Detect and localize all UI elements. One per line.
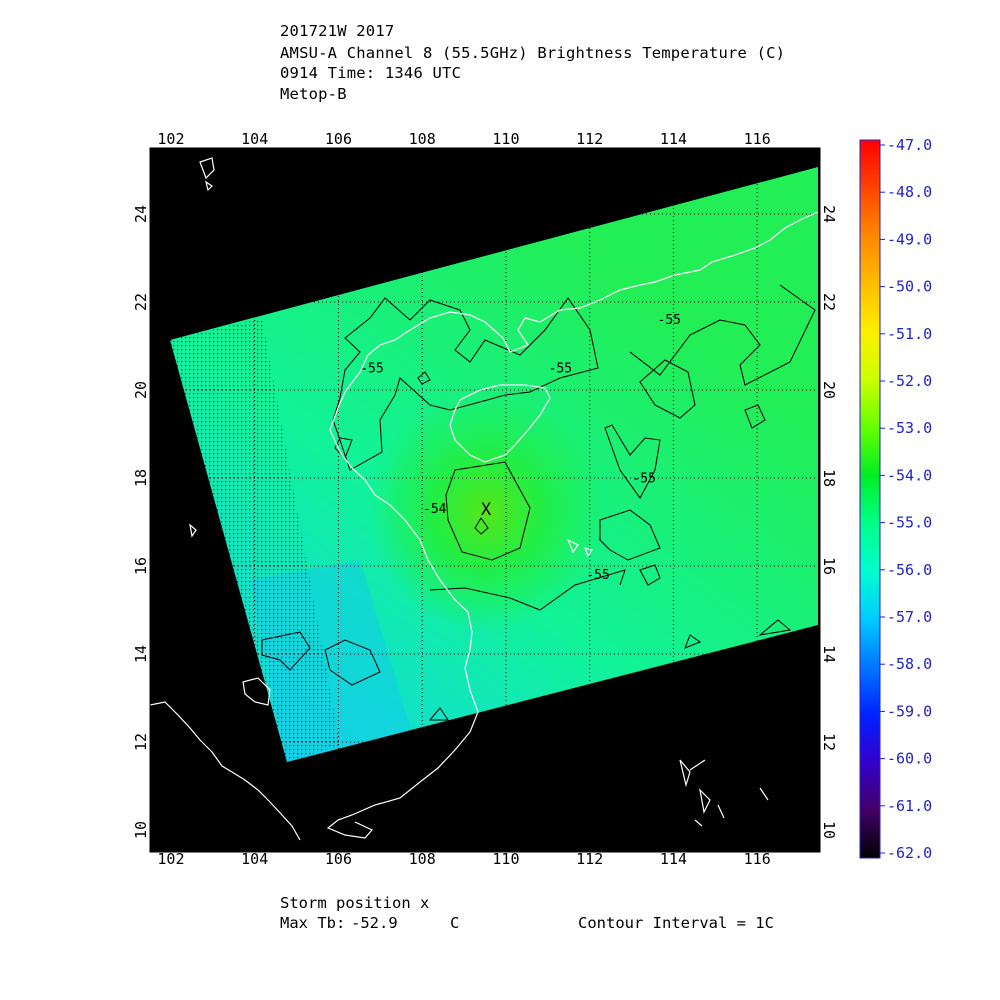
max-tb-label: Max Tb: <box>280 914 346 932</box>
lat-tick-label-right: 12 <box>820 733 838 751</box>
lon-tick-label-top: 110 <box>492 130 519 148</box>
colorbar-label: -49.0 <box>887 230 932 248</box>
contour-line <box>417 371 431 385</box>
lat-tick-label-right: 16 <box>820 557 838 575</box>
lat-tick-label-right: 22 <box>820 293 838 311</box>
contour-line <box>445 461 531 561</box>
lat-tick-label-right: 14 <box>820 645 838 663</box>
map-frame <box>149 147 821 853</box>
lon-tick-label-top: 116 <box>744 130 771 148</box>
colorbar-label: -60.0 <box>887 750 932 768</box>
lat-tick-label-left: 16 <box>132 557 150 575</box>
storm-position-note: Storm position x <box>280 894 430 912</box>
contour-line <box>684 634 702 649</box>
contour-line <box>261 631 311 671</box>
colorbar-label: -50.0 <box>887 278 932 296</box>
contour-label: -55 <box>360 361 383 376</box>
lon-tick-label-top: 114 <box>660 130 687 148</box>
contour-line <box>639 359 696 419</box>
contour-label: -55 <box>549 361 572 376</box>
colorbar-label: -48.0 <box>887 183 932 201</box>
lon-tick-label-top: 108 <box>409 130 436 148</box>
lon-tick-label-top: 112 <box>576 130 603 148</box>
lat-tick-label-left: 10 <box>132 821 150 839</box>
temperature-contours <box>261 284 816 721</box>
contour-line <box>324 639 381 686</box>
colorbar-gradient <box>859 139 881 859</box>
contour-label: -55 <box>632 471 655 486</box>
storm-marker-x: X <box>481 500 492 520</box>
lat-tick-label-right: 10 <box>820 821 838 839</box>
contour-line <box>758 619 792 636</box>
lat-tick-label-right: 20 <box>820 381 838 399</box>
product-title: AMSU-A Channel 8 (55.5GHz) Brightness Te… <box>280 44 786 62</box>
date-time: 0914 Time: 1346 UTC <box>280 64 462 82</box>
satellite-name: Metop-B <box>280 85 347 103</box>
lat-tick-label-left: 20 <box>132 381 150 399</box>
max-tb-value: -52.9 <box>351 914 398 932</box>
lon-tick-label-bottom: 116 <box>744 850 771 868</box>
lon-tick-label-top: 102 <box>157 130 184 148</box>
lat-tick-label-left: 22 <box>132 293 150 311</box>
lat-tick-label-right: 24 <box>820 205 838 223</box>
contour-line <box>629 284 816 386</box>
lat-tick-label-right: 18 <box>820 469 838 487</box>
contour-line <box>604 424 661 499</box>
storm-id-year: 201721W 2017 <box>280 22 395 40</box>
lon-tick-label-bottom: 110 <box>492 850 519 868</box>
colorbar-label: -62.0 <box>887 844 932 862</box>
contour-label: -55 <box>658 313 681 328</box>
lat-tick-label-left: 24 <box>132 205 150 223</box>
colorbar-label: -47.0 <box>887 136 932 154</box>
colorbar-label: -56.0 <box>887 561 932 579</box>
contour-line <box>474 517 489 535</box>
axes: 102 102 104 104 106 106 108 108 110 110 112 112 114 1… <box>132 130 838 868</box>
lat-tick-label-left: 14 <box>132 645 150 663</box>
contour-label: -54 <box>423 502 447 517</box>
colorbar-label: -54.0 <box>887 466 932 484</box>
max-tb-unit: C <box>450 914 460 932</box>
colorbar-label: -61.0 <box>887 797 932 815</box>
lon-tick-label-top: 106 <box>325 130 352 148</box>
lon-tick-label-bottom: 102 <box>157 850 184 868</box>
lat-tick-label-left: 12 <box>132 733 150 751</box>
colorbar-label: -53.0 <box>887 419 932 437</box>
colorbar-label: -59.0 <box>887 702 932 720</box>
coastlines <box>150 157 819 841</box>
contour-line <box>428 707 449 721</box>
colorbar-label: -58.0 <box>887 655 932 673</box>
contour-line <box>599 509 661 561</box>
lon-tick-label-bottom: 108 <box>409 850 436 868</box>
lon-tick-label-bottom: 104 <box>241 850 268 868</box>
contour-line <box>639 564 661 586</box>
contour-line <box>332 297 599 471</box>
lon-tick-label-top: 104 <box>241 130 268 148</box>
lat-lon-grid <box>150 148 820 852</box>
colorbar: -47.0 -48.0 -49.0 -50.0 -51.0 -52.0 -53.0 -54.0… <box>859 136 932 862</box>
contour-line <box>429 569 626 611</box>
contour-label: -55 <box>586 568 609 583</box>
contour-labels: -55 -55 -55 -55 -55 -54 <box>360 313 681 583</box>
colorbar-label: -51.0 <box>887 325 932 343</box>
colorbar-label: -57.0 <box>887 608 932 626</box>
lon-tick-label-bottom: 106 <box>325 850 352 868</box>
colorbar-label: -52.0 <box>887 372 932 390</box>
lon-tick-label-bottom: 114 <box>660 850 687 868</box>
contour-interval: Contour Interval = 1C <box>578 914 774 932</box>
contour-line <box>744 404 766 429</box>
lat-tick-label-left: 18 <box>132 469 150 487</box>
lon-tick-label-bottom: 112 <box>576 850 603 868</box>
colorbar-label: -55.0 <box>887 514 932 532</box>
